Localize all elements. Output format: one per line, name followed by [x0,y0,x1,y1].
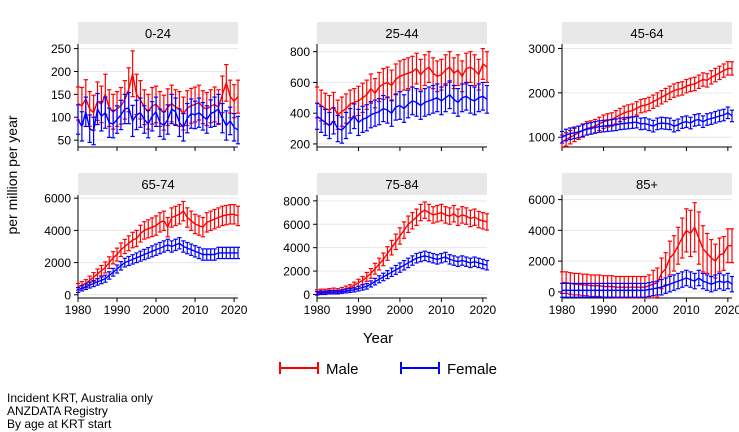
footnote-line-3: By age at KRT start [7,417,112,431]
error-bar [484,259,489,271]
y-tick-label: 6000 [44,192,71,206]
x-tick-label: 2000 [387,303,414,317]
panel-title-0-24: 0-24 [145,26,171,41]
legend: Male Female [279,361,497,378]
error-bar [235,205,240,227]
x-tick-label: 2010 [428,303,455,317]
y-tick-label: 0 [303,288,310,302]
legend-label-male: Male [326,361,359,378]
x-tick-label: 2020 [221,303,248,317]
y-tick-label: 400 [290,107,310,121]
y-tick-label: 50 [58,134,72,148]
panel-25-44: 25-44 200 400 600 800 [290,22,489,151]
y-tick-label: 2000 [44,256,71,270]
y-tick-label: 100 [51,111,71,125]
footnote-line-1: Incident KRT, Australia only [7,391,153,405]
y-tick-label: 6000 [528,193,555,207]
y-tick-label: 6000 [283,218,310,232]
series-line-female [77,106,239,133]
x-tick-label: 2010 [182,303,209,317]
x-tick-label: 2020 [715,303,739,317]
series-line-male [562,225,732,288]
panel-header-75-84 [317,173,487,195]
y-axis-label: per million per year [4,115,20,234]
y-tick-label: 600 [290,76,310,90]
panel-header-45-64 [562,22,732,44]
x-tick-label: 1990 [590,303,617,317]
y-tick-label: 2000 [283,265,310,279]
panel-75-84: 75-84 0 2000 4000 6000 8000 1980 1990 2000 2010 20… [283,173,497,317]
panel-title-75-84: 75-84 [385,177,418,192]
x-tick-label: 1980 [549,303,576,317]
series-line-female [316,255,488,294]
series-female-75-84 [315,250,489,296]
series-line-male [77,210,239,288]
y-tick-label: 1000 [528,131,555,145]
series-female-65-74 [76,237,240,293]
panel-header-25-44 [317,22,487,44]
y-tick-label: 2000 [528,86,555,100]
x-tick-label: 1980 [304,303,331,317]
x-tick-label: 2020 [470,303,497,317]
y-tick-label: 150 [51,88,71,102]
legend-label-female: Female [447,361,497,378]
y-tick-label: 800 [290,45,310,59]
footnote-line-2: ANZDATA Registry [7,404,108,418]
series-line-male [77,73,239,115]
error-bar [560,130,565,144]
panel-45-64: 45-64 1000 2000 3000 [528,22,734,151]
series-line-male [561,67,732,143]
x-tick-label: 1990 [345,303,372,317]
x-tick-label: 1980 [65,303,92,317]
y-tick-label: 4000 [44,224,71,238]
panel-title-45-64: 45-64 [630,26,663,41]
y-tick-label: 200 [290,137,310,151]
panel-title-85plus: 85+ [636,177,658,192]
panel-header-0-24 [78,22,238,44]
y-tick-label: 2000 [528,255,555,269]
error-bar [729,109,734,123]
x-tick-label: 2010 [673,303,700,317]
legend-key-male [279,362,319,374]
panel-65-74: 65-74 0 2000 4000 6000 1980 1990 2000 2010 2020 [44,173,248,317]
y-tick-label: 250 [51,42,71,56]
x-tick-label: 1990 [104,303,131,317]
series-line-male [316,62,488,116]
x-tick-label: 2000 [143,303,170,317]
series-line-female [316,93,488,131]
panel-title-65-74: 65-74 [141,177,174,192]
y-tick-label: 3000 [528,42,555,56]
series-male-65-74 [76,200,240,291]
panel-header-85plus [562,173,732,195]
series-female-0-24 [76,91,240,146]
series-female-45-64 [560,106,734,144]
y-tick-label: 200 [51,65,71,79]
panel-85plus: 85+ 0 2000 4000 6000 1980 1990 2000 2010 2020 [528,173,739,317]
y-tick-label: 4000 [528,224,555,238]
series-female-85plus [560,269,734,298]
x-axis-label: Year [363,330,393,347]
series-line-female [561,111,733,138]
y-tick-label: 0 [548,285,555,299]
series-female-25-44 [315,80,489,144]
series-line-female [562,277,733,291]
panels: 0-24 50 100 150 200 250 25-44 200 400 600 800 45-64… [44,22,739,317]
legend-key-female [400,362,440,374]
x-tick-label: 2000 [632,303,659,317]
error-bar [315,290,320,296]
series-line-female [77,242,238,291]
y-tick-label: 8000 [283,194,310,208]
panel-header-65-74 [78,173,238,195]
panel-title-25-44: 25-44 [385,26,418,41]
panel-0-24: 0-24 50 100 150 200 250 [51,22,240,151]
error-bar [484,213,489,231]
error-bar [484,84,489,114]
y-tick-label: 0 [64,288,71,302]
error-bar [315,102,320,130]
y-tick-label: 4000 [283,241,310,255]
